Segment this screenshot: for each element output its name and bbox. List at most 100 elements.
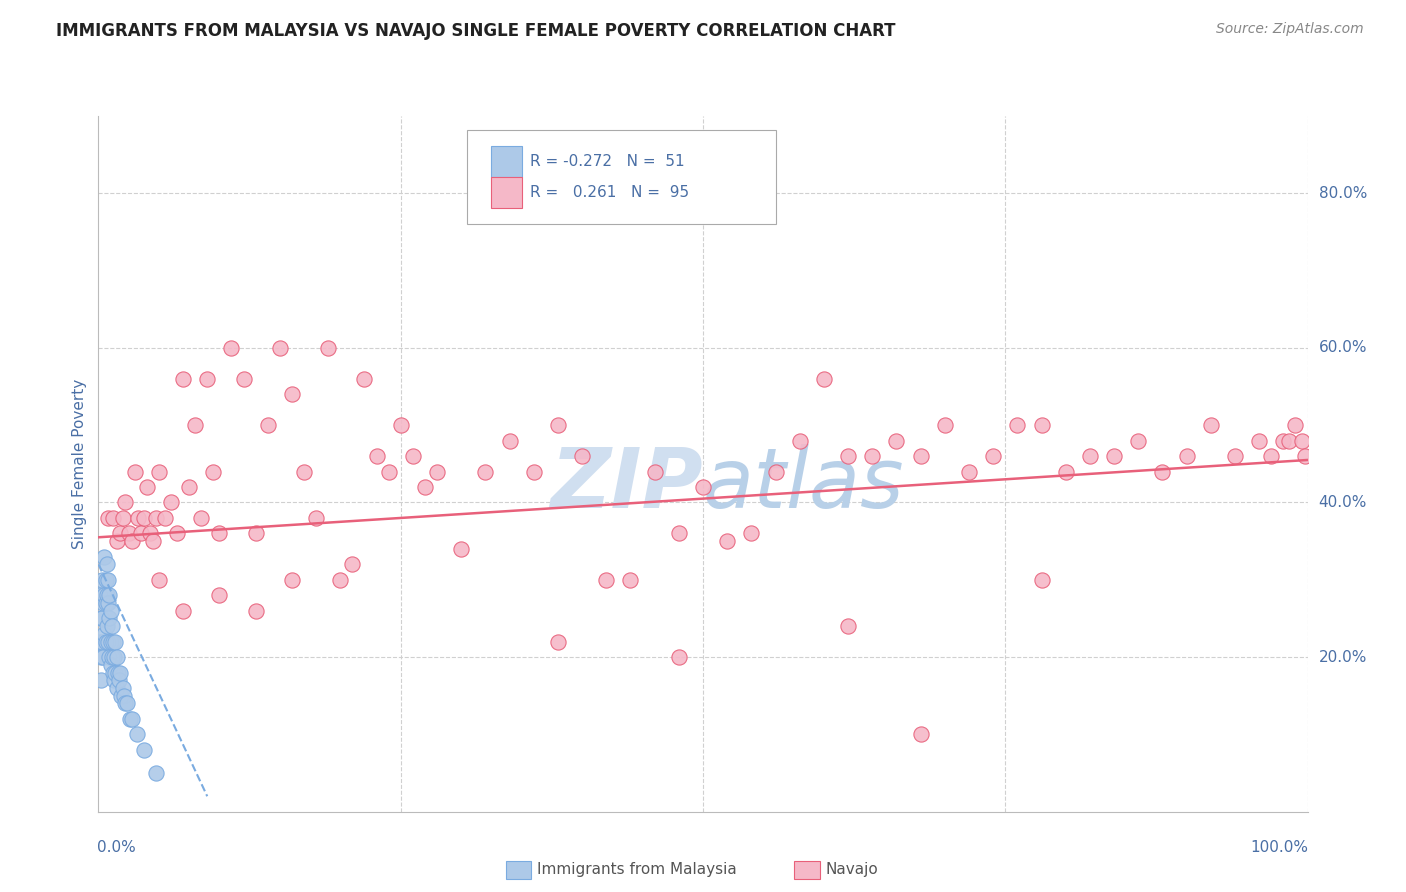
- Point: [208, 588, 231, 602]
- Point: [195, 372, 218, 386]
- Point: [202, 465, 225, 479]
- Point: [1031, 573, 1053, 587]
- Point: [100, 650, 122, 665]
- Point: [93, 627, 115, 641]
- Point: [1007, 418, 1029, 433]
- Point: [111, 681, 134, 695]
- Point: [103, 650, 125, 665]
- Point: [142, 534, 165, 549]
- Point: [957, 465, 980, 479]
- Point: [129, 526, 152, 541]
- Point: [96, 558, 118, 572]
- Point: [94, 634, 117, 648]
- Point: [860, 449, 883, 463]
- Point: [101, 665, 124, 680]
- Point: [692, 480, 714, 494]
- Point: [1199, 418, 1222, 433]
- Point: [121, 712, 143, 726]
- Point: [100, 657, 122, 672]
- Text: Source: ZipAtlas.com: Source: ZipAtlas.com: [1216, 22, 1364, 37]
- Point: [353, 372, 375, 386]
- Point: [98, 588, 121, 602]
- Point: [91, 573, 114, 587]
- Point: [245, 526, 267, 541]
- Point: [90, 650, 112, 665]
- Point: [450, 541, 472, 556]
- Point: [619, 573, 641, 587]
- Point: [886, 434, 908, 448]
- Point: [474, 465, 496, 479]
- Text: 20.0%: 20.0%: [1319, 649, 1367, 665]
- Point: [1260, 449, 1282, 463]
- Point: [97, 573, 120, 587]
- Point: [105, 534, 128, 549]
- Point: [96, 588, 118, 602]
- Point: [1102, 449, 1125, 463]
- Point: [316, 341, 339, 355]
- Point: [177, 480, 201, 494]
- Point: [145, 511, 167, 525]
- Point: [96, 619, 118, 633]
- Point: [100, 634, 122, 648]
- Point: [91, 596, 114, 610]
- Point: [837, 449, 859, 463]
- Point: [97, 596, 120, 610]
- Point: [1294, 449, 1316, 463]
- Point: [402, 449, 425, 463]
- Point: [105, 650, 128, 665]
- Point: [981, 449, 1004, 463]
- Point: [108, 673, 131, 688]
- Point: [101, 634, 124, 648]
- Point: [413, 480, 436, 494]
- Point: [281, 387, 304, 401]
- Text: 0.0%: 0.0%: [97, 839, 136, 855]
- Point: [789, 434, 811, 448]
- Point: [910, 727, 932, 741]
- Point: [910, 449, 932, 463]
- FancyBboxPatch shape: [467, 130, 776, 224]
- Point: [1175, 449, 1198, 463]
- Point: [571, 449, 593, 463]
- Text: IMMIGRANTS FROM MALAYSIA VS NAVAJO SINGLE FEMALE POVERTY CORRELATION CHART: IMMIGRANTS FROM MALAYSIA VS NAVAJO SINGL…: [56, 22, 896, 40]
- Point: [245, 604, 267, 618]
- Point: [135, 480, 157, 494]
- Point: [111, 511, 134, 525]
- Point: [837, 619, 859, 633]
- Point: [89, 634, 111, 648]
- Point: [426, 465, 449, 479]
- Point: [377, 465, 399, 479]
- Point: [292, 465, 315, 479]
- Point: [934, 418, 956, 433]
- Point: [118, 712, 141, 726]
- Point: [90, 611, 112, 625]
- Point: [184, 418, 207, 433]
- Point: [121, 534, 143, 549]
- Point: [644, 465, 666, 479]
- Point: [366, 449, 388, 463]
- Point: [1031, 418, 1053, 433]
- Point: [172, 604, 194, 618]
- Point: [1078, 449, 1101, 463]
- Point: [145, 766, 167, 780]
- Point: [153, 511, 176, 525]
- Point: [1054, 465, 1077, 479]
- Point: [127, 727, 149, 741]
- Point: [91, 634, 114, 648]
- Point: [547, 634, 569, 648]
- Text: Immigrants from Malaysia: Immigrants from Malaysia: [537, 863, 737, 877]
- Point: [114, 495, 136, 509]
- Point: [101, 511, 124, 525]
- FancyBboxPatch shape: [492, 177, 522, 208]
- Point: [329, 573, 352, 587]
- Point: [1152, 465, 1174, 479]
- Point: [98, 611, 121, 625]
- Point: [93, 549, 115, 564]
- Point: [91, 650, 114, 665]
- Point: [104, 634, 127, 648]
- Point: [98, 650, 121, 665]
- Point: [1291, 434, 1313, 448]
- Point: [668, 650, 690, 665]
- Point: [498, 434, 520, 448]
- Y-axis label: Single Female Poverty: Single Female Poverty: [72, 379, 87, 549]
- Point: [765, 465, 787, 479]
